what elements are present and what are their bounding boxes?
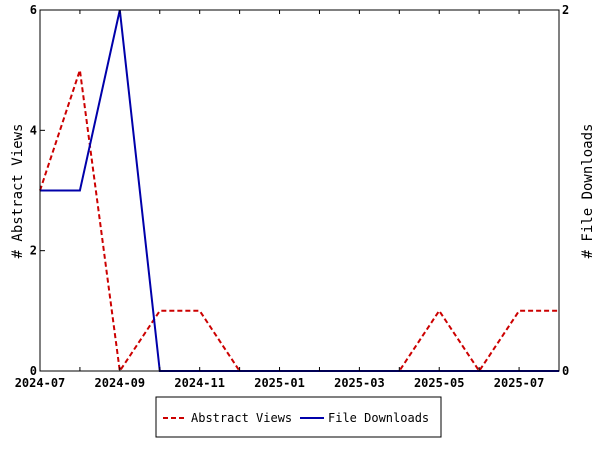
legend-label-2: File Downloads bbox=[328, 411, 429, 425]
legend-box bbox=[155, 396, 442, 438]
y-axis-right-title: # File Downloads bbox=[580, 124, 596, 259]
y-left-tick-label: 4 bbox=[30, 123, 37, 137]
series-line-1 bbox=[39, 69, 559, 374]
x-tick-label: 2024-07 bbox=[15, 376, 66, 390]
y-axis-left-title: # Abstract Views bbox=[10, 124, 26, 259]
y-left-tick-label: 0 bbox=[30, 364, 37, 378]
legend-label-1: Abstract Views bbox=[191, 411, 292, 425]
x-tick-label: 2025-03 bbox=[334, 376, 385, 390]
y-right-tick-label: 0 bbox=[562, 364, 569, 378]
x-tick-label: 2024-09 bbox=[95, 376, 146, 390]
x-tick-label: 2024-11 bbox=[174, 376, 225, 390]
x-tick-label: 2025-01 bbox=[254, 376, 305, 390]
axis-ticks: 2024-07 2024-09 2024-11 2025-01 2025-03 2025-… bbox=[15, 3, 570, 390]
x-tick-label: 2025-05 bbox=[414, 376, 465, 390]
y-left-tick-label: 2 bbox=[30, 244, 37, 258]
plot-area-frame bbox=[39, 9, 560, 372]
legend: Abstract Views File Downloads bbox=[155, 396, 442, 438]
y-left-tick-label: 6 bbox=[30, 3, 37, 17]
y-right-tick-label: 2 bbox=[562, 3, 569, 17]
plot-lines bbox=[39, 9, 559, 374]
x-tick-label: 2025-07 bbox=[494, 376, 545, 390]
series-line-2 bbox=[40, 9, 559, 372]
